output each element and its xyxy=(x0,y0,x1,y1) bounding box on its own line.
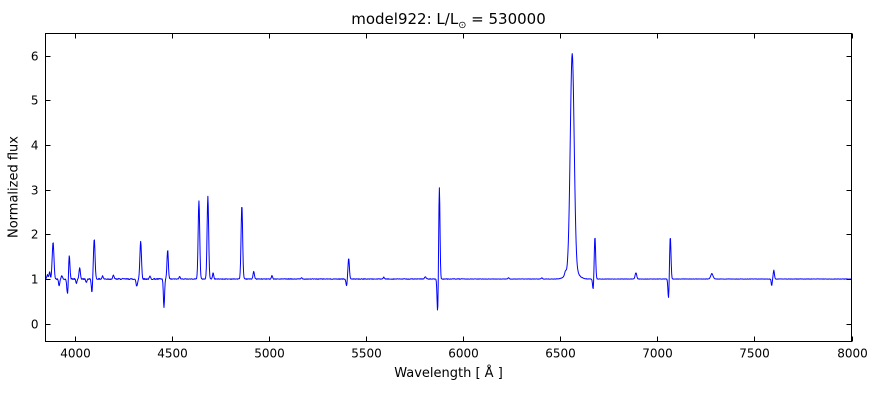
x-tick-label: 5500 xyxy=(351,347,382,361)
y-tick-label: 5 xyxy=(31,94,39,108)
x-tick-label: 7500 xyxy=(739,347,770,361)
x-tick-label: 4500 xyxy=(157,347,188,361)
chart-title-suffix: = 530000 xyxy=(466,10,546,28)
x-tick-label: 5000 xyxy=(254,347,285,361)
y-tick-label: 6 xyxy=(31,50,39,64)
x-tick-label: 4000 xyxy=(60,347,91,361)
x-tick-label: 8000 xyxy=(837,347,868,361)
spectrum-line xyxy=(45,53,852,311)
chart-title-math: L/L xyxy=(436,10,459,28)
x-tick-label: 6000 xyxy=(448,347,479,361)
y-tick-label: 0 xyxy=(31,318,39,332)
chart-title-prefix: model922: xyxy=(351,10,437,28)
chart-title: model922: L/L⊙ = 530000 xyxy=(45,10,852,31)
y-tick-label: 3 xyxy=(31,184,39,198)
sun-symbol: ⊙ xyxy=(458,20,467,31)
x-tick-label: 7000 xyxy=(642,347,673,361)
y-tick-label: 2 xyxy=(31,228,39,242)
y-tick-label: 1 xyxy=(31,273,39,287)
y-tick-label: 4 xyxy=(31,139,39,153)
x-tick-label: 6500 xyxy=(545,347,576,361)
axes-box xyxy=(45,33,852,342)
x-axis-label: Wavelength [ Å ] xyxy=(394,366,503,381)
y-axis-label: Normalized flux xyxy=(6,136,22,238)
